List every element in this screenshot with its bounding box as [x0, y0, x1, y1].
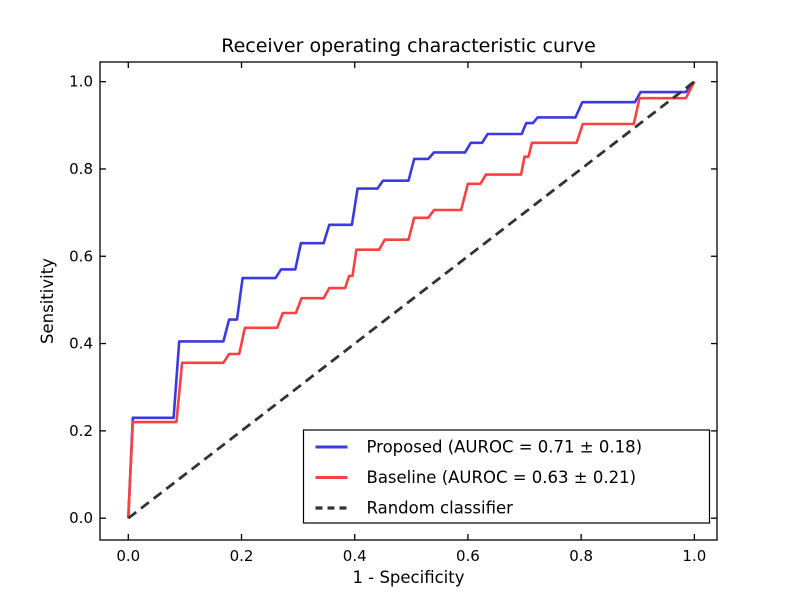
x-tick-label: 0.4 — [343, 547, 367, 565]
series-line-0 — [127, 80, 696, 519]
y-axis-label: Sensitivity — [38, 258, 57, 344]
series-line-1 — [127, 81, 696, 519]
x-tick-label: 0.8 — [569, 547, 593, 565]
legend-label-0: Proposed (AUROC = 0.71 ± 0.18) — [367, 438, 643, 457]
y-tick-label: 0.6 — [69, 247, 93, 265]
y-tick-label: 1.0 — [69, 73, 93, 91]
legend-label-2: Random classifier — [367, 499, 514, 518]
plot-border — [99, 61, 718, 541]
y-tick-label: 0.2 — [69, 422, 93, 440]
series-line-2 — [127, 80, 696, 520]
legend-box — [302, 429, 711, 524]
y-tick-label: 0.4 — [69, 335, 93, 353]
legend-label-1: Baseline (AUROC = 0.63 ± 0.21) — [367, 468, 637, 487]
y-tick-label: 0.0 — [69, 509, 93, 527]
chart-title: Receiver operating characteristic curve — [221, 35, 596, 57]
y-tick-label: 0.8 — [69, 160, 93, 178]
x-tick-label: 1.0 — [682, 547, 706, 565]
x-axis-label: 1 - Specificity — [353, 568, 465, 587]
x-tick-label: 0.2 — [230, 547, 254, 565]
x-tick-label: 0.6 — [456, 547, 480, 565]
x-tick-label: 0.0 — [116, 547, 140, 565]
